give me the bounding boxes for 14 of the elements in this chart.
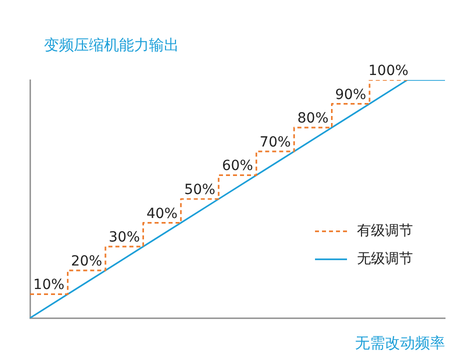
data-label: 30% — [108, 230, 140, 246]
data-label: 80% — [297, 110, 329, 127]
data-label: 60% — [222, 158, 254, 174]
x-axis-title: 无需改动频率 — [355, 334, 445, 352]
data-label: 20% — [71, 253, 102, 270]
y-axis-title: 变频压缩机能力输出 — [44, 36, 179, 54]
data-label: 90% — [335, 86, 366, 103]
data-label: 10% — [33, 277, 64, 294]
legend-label: 无级调节 — [357, 251, 413, 267]
data-label: 50% — [184, 182, 216, 198]
data-label: 40% — [146, 206, 178, 222]
legend-label: 有级调节 — [357, 223, 413, 239]
data-label: 70% — [260, 134, 291, 150]
data-label: 100% — [368, 63, 408, 79]
